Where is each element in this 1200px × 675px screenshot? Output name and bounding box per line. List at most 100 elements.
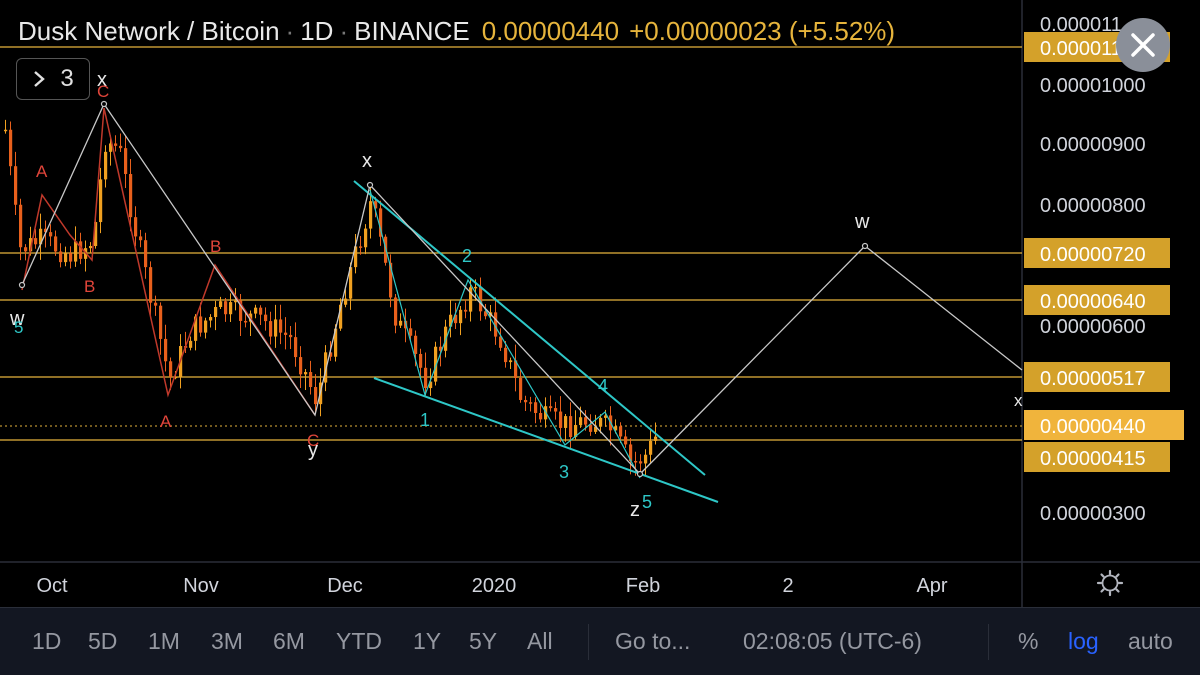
candle-body [119, 145, 123, 149]
wave-label: 4 [598, 376, 608, 396]
wave-label: x [1014, 391, 1023, 410]
candle-body [219, 301, 223, 307]
candle-body [389, 262, 393, 298]
level-tag-text: 0.00000640 [1040, 291, 1146, 313]
candle-body [479, 286, 483, 312]
candle-body [199, 316, 203, 333]
candle-body [604, 415, 608, 418]
candle-body [14, 166, 18, 205]
candle-body [4, 129, 8, 132]
candle-body [34, 238, 38, 245]
wave-label: 5 [14, 318, 23, 337]
candle-body [369, 201, 373, 229]
candle-body [349, 267, 353, 299]
auto-scale-button[interactable]: auto [1128, 628, 1173, 654]
price-axis[interactable]: 0.000011 0.00001000 0.00000900 0.0000080… [1040, 14, 1146, 525]
candle-body [129, 174, 133, 218]
price-tick: 0.00000900 [1040, 134, 1146, 156]
percent-scale-button[interactable]: % [1018, 628, 1039, 654]
time-tick: 2020 [472, 575, 517, 597]
candle-body [539, 413, 543, 420]
candle-body [159, 305, 163, 339]
separator: · [339, 16, 349, 46]
candle-body [214, 306, 218, 318]
last-price: 0.00000440 [481, 16, 620, 46]
price-tick: 0.00001000 [1040, 75, 1146, 97]
close-button[interactable] [1116, 18, 1170, 72]
goto-date-button[interactable]: Go to... [615, 628, 691, 654]
wave-label: C [97, 82, 109, 101]
level-tag-bg [1024, 238, 1170, 268]
level-tag-text: 0.00000517 [1040, 368, 1146, 390]
price-tick: 0.00000800 [1040, 195, 1146, 217]
wave-label: B [84, 277, 95, 296]
wedge-trend-lines [353, 180, 719, 503]
chevron-right-icon [34, 71, 46, 87]
candle-body [364, 228, 368, 248]
range-3m-button[interactable]: 3M [211, 628, 243, 654]
candle-body [284, 332, 288, 335]
price-tick: 0.000011 [1040, 14, 1122, 36]
price-chart[interactable]: x C A B w 5 B A C y x 2 1 4 3 z 5 w x 0.… [0, 0, 1200, 607]
candle-body [229, 302, 233, 315]
candle-body [54, 236, 58, 252]
candle-body [459, 309, 463, 324]
candle-body [149, 267, 153, 303]
candle-body [89, 246, 93, 249]
range-5y-button[interactable]: 5Y [469, 628, 498, 654]
wave-label: A [36, 162, 48, 181]
indicators-toggle-button[interactable]: 3 [16, 58, 90, 100]
range-ytd-button[interactable]: YTD [336, 628, 382, 654]
candle-body [514, 360, 518, 379]
exchange-label: BINANCE [354, 16, 470, 46]
candle-body [244, 320, 248, 323]
log-scale-button[interactable]: log [1068, 628, 1099, 654]
impulse-wave-line [369, 189, 641, 479]
separator: · [285, 16, 295, 46]
candle-body [409, 328, 413, 336]
candlestick-series [4, 119, 658, 477]
range-all-button[interactable]: All [527, 628, 553, 654]
candle-body [39, 228, 43, 245]
close-icon [1131, 33, 1155, 57]
price-tick: 0.00000600 [1040, 316, 1146, 338]
level-tag-bg [1024, 285, 1170, 315]
time-axis[interactable]: Oct Nov Dec 2020 Feb 2 Apr [36, 575, 947, 597]
candle-body [309, 372, 313, 388]
candle-body [269, 321, 273, 337]
candle-body [299, 357, 303, 375]
indicator-count: 3 [60, 65, 74, 92]
level-tag-bg [1024, 362, 1170, 392]
candle-body [139, 236, 143, 241]
candle-body [439, 346, 443, 351]
wave-label: 1 [420, 410, 430, 430]
candle-body [304, 372, 308, 375]
candle-body [634, 460, 638, 463]
wave-label: A [160, 412, 172, 431]
candle-body [474, 286, 478, 289]
range-1m-button[interactable]: 1M [148, 628, 180, 654]
symbol-name[interactable]: Dusk Network / Bitcoin [18, 16, 280, 46]
red-wave-path-1 [21, 107, 105, 291]
horizontal-levels [0, 46, 1022, 441]
range-6m-button[interactable]: 6M [273, 628, 305, 654]
candle-body [394, 297, 398, 326]
interval-label[interactable]: 1D [300, 16, 334, 46]
candle-body [619, 426, 623, 437]
candle-body [454, 314, 458, 324]
candle-body [589, 424, 593, 432]
candle-body [44, 228, 48, 233]
candle-body [124, 148, 128, 175]
range-1y-button[interactable]: 1Y [413, 628, 442, 654]
toolbar-divider [988, 624, 989, 660]
wave-label: z [630, 499, 640, 521]
toolbar-divider [588, 624, 589, 660]
gear-icon[interactable] [1096, 569, 1124, 597]
range-5d-button[interactable]: 5D [88, 628, 118, 654]
candle-body [534, 402, 538, 414]
range-1d-button[interactable]: 1D [32, 628, 62, 654]
candle-body [194, 316, 198, 341]
candle-body [64, 253, 68, 263]
wave-label: B [210, 237, 221, 256]
timezone-clock[interactable]: 02:08:05 (UTC-6) [743, 628, 922, 654]
